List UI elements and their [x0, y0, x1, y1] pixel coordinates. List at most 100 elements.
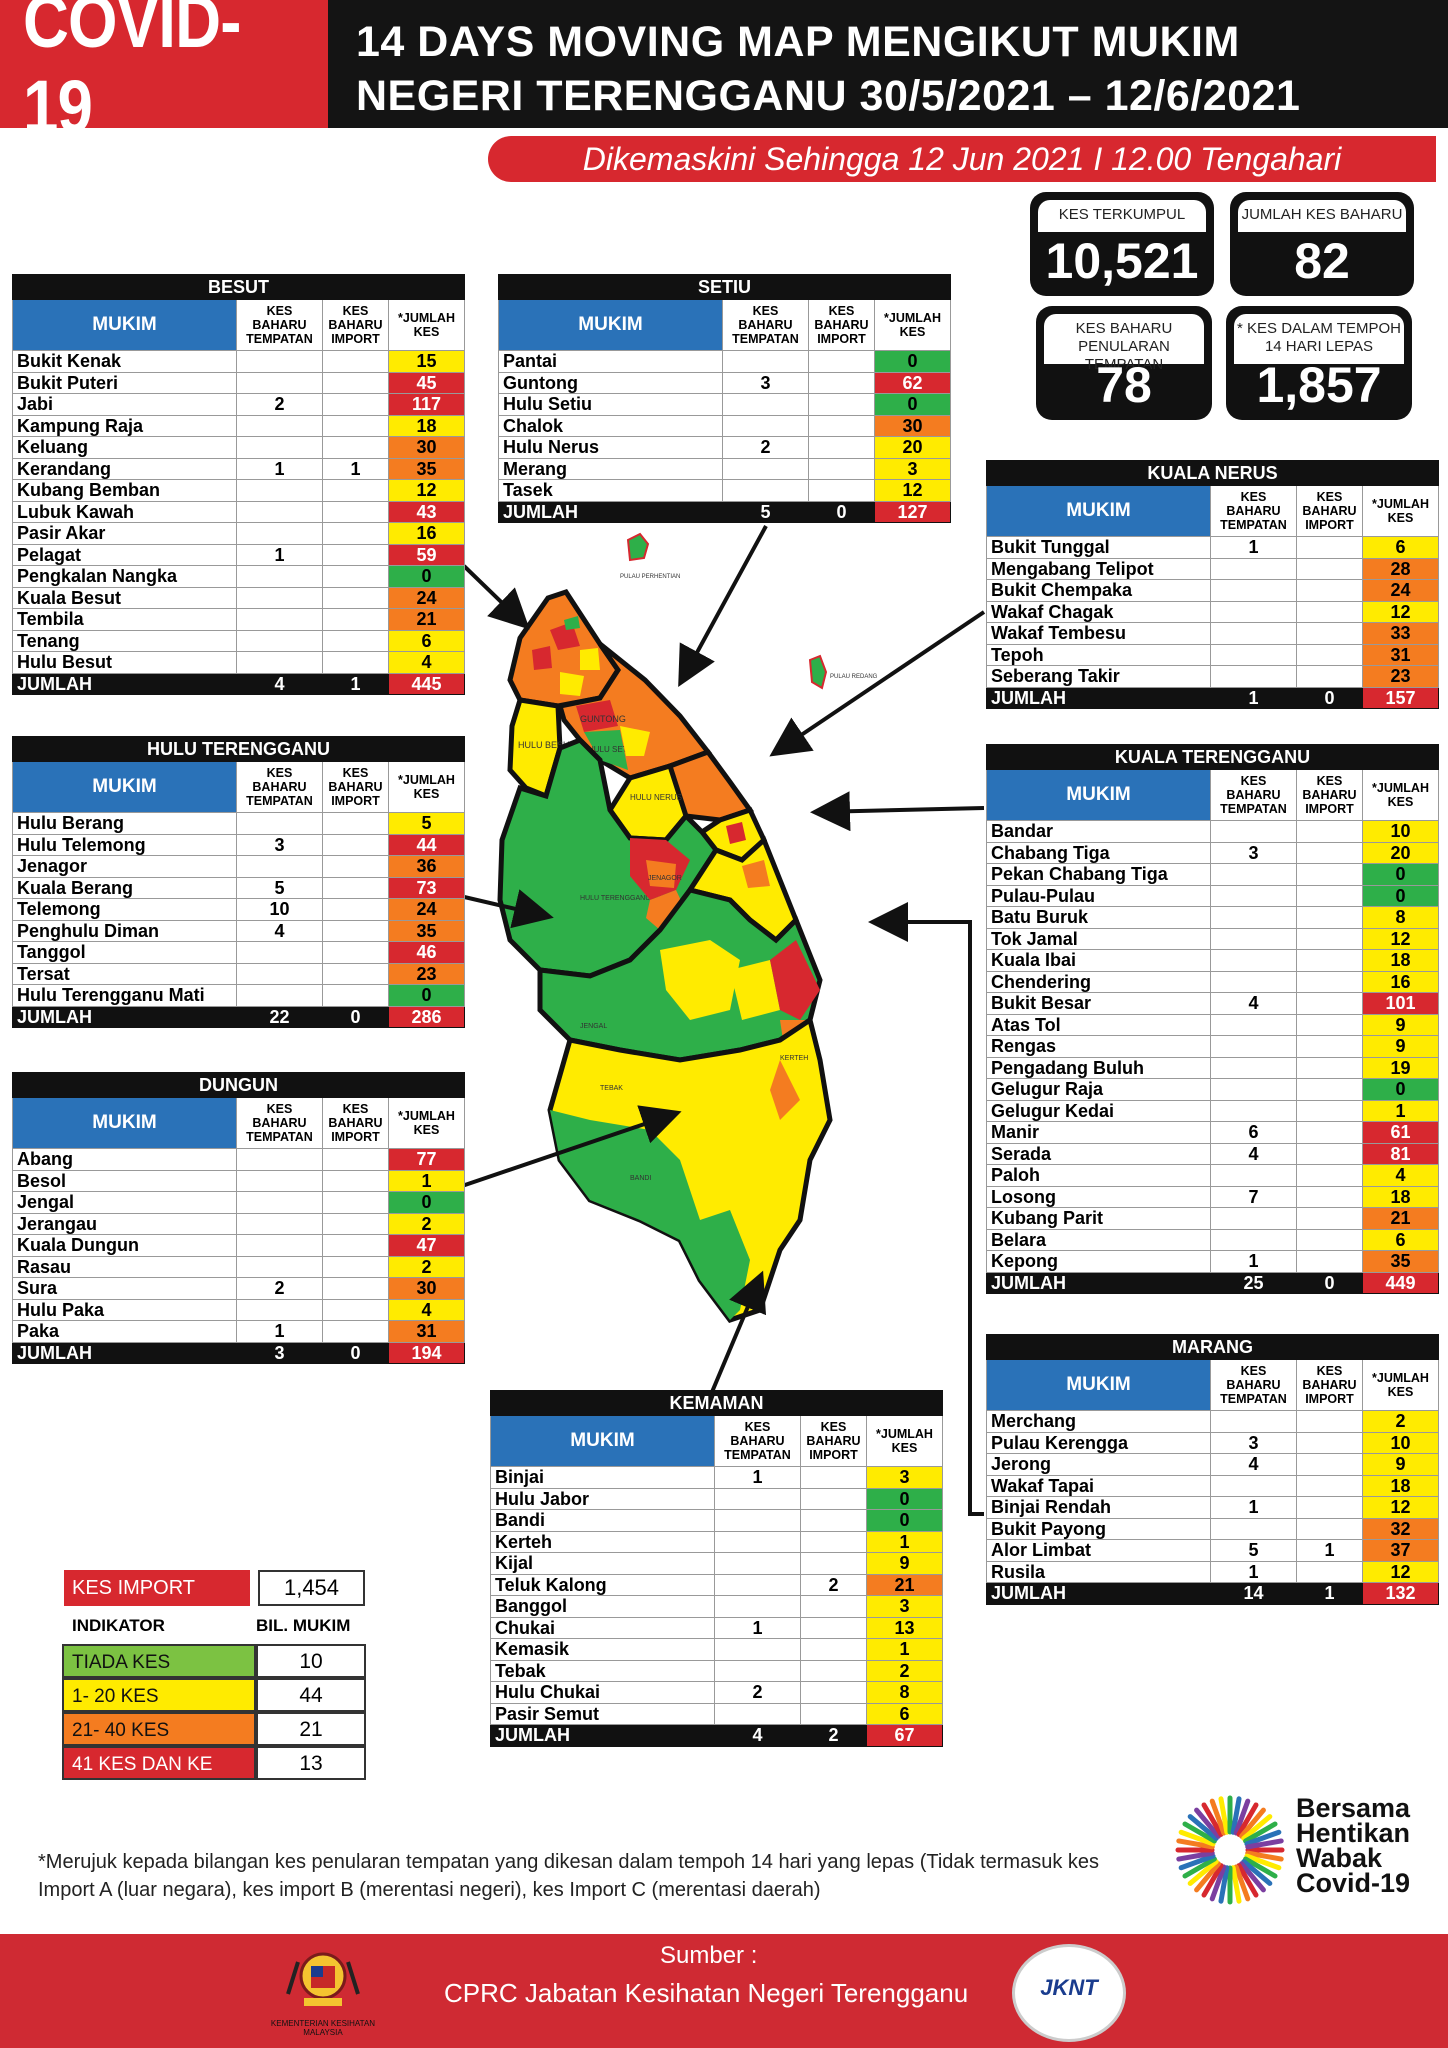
- legend-count: 10: [256, 1644, 366, 1678]
- table-title: DUNGUN: [12, 1072, 465, 1098]
- legend-import: KES IMPORT 1,454: [64, 1570, 365, 1606]
- jumlah-kes: 21: [1361, 1207, 1440, 1230]
- kes-import: [1296, 1474, 1363, 1497]
- kes-tempatan: 1: [236, 1320, 323, 1343]
- table-row: Kampung Raja 18: [12, 414, 466, 437]
- mukim-name: Pulau Kerengga: [986, 1431, 1211, 1454]
- kes-tempatan: [1210, 1474, 1297, 1497]
- jumlah-kes: 24: [1361, 579, 1440, 602]
- mukim-name: Pasir Semut: [490, 1702, 715, 1725]
- table-row: Pasir Akar 16: [12, 522, 466, 545]
- jumlah-kes: 47: [388, 1234, 465, 1257]
- kes-import: [322, 1169, 389, 1192]
- total-label: JUMLAH: [986, 1582, 1211, 1605]
- table-row: Teluk Kalong 2 21: [490, 1573, 943, 1596]
- kes-import: [800, 1530, 867, 1553]
- header-mukim: MUKIM: [12, 299, 237, 351]
- kes-import: [800, 1509, 867, 1532]
- mukim-name: Kubang Bemban: [12, 479, 237, 502]
- table-row: Sura 2 30: [12, 1277, 465, 1300]
- kes-import: [322, 629, 389, 652]
- mukim-name: Binjai: [490, 1466, 715, 1489]
- kes-import: [800, 1466, 867, 1489]
- table-row: Jenagor 36: [12, 855, 465, 878]
- logo-ray: [1243, 1856, 1278, 1879]
- kes-tempatan: [1210, 665, 1297, 688]
- table-header-row: MUKIM KES BAHARU TEMPATAN KES BAHARU IMPOR…: [986, 1359, 1439, 1411]
- table-row: Kubang Parit 21: [986, 1207, 1440, 1230]
- mukim-name: Tenang: [12, 629, 237, 652]
- kes-import: [1296, 1056, 1363, 1079]
- jumlah-kes: 21: [866, 1573, 943, 1596]
- updated-ribbon: Dikemaskini Sehingga 12 Jun 2021 I 12.00…: [488, 136, 1436, 182]
- logo-ray: [1209, 1798, 1227, 1836]
- mukim-name: Lubuk Kawah: [12, 500, 237, 523]
- jumlah-kes: 0: [873, 350, 952, 373]
- table-title: HULU TERENGGANU: [12, 736, 465, 762]
- header-jumlah: *JUMLAH KES: [1361, 485, 1440, 537]
- kes-tempatan: 4: [236, 919, 323, 942]
- mukim-name: Jerong: [986, 1453, 1211, 1476]
- mukim-name: Paka: [12, 1320, 237, 1343]
- total-label: JUMLAH: [12, 1005, 237, 1028]
- kes-tempatan: 2: [236, 393, 323, 416]
- kes-import: [1296, 1228, 1363, 1251]
- mukim-name: Pengadang Buluh: [986, 1056, 1211, 1079]
- kes-tempatan: [236, 1212, 323, 1235]
- mukim-name: Tasek: [498, 479, 723, 502]
- header-tempatan: KES BAHARU TEMPATAN: [1210, 1359, 1297, 1411]
- terengganu-map: PULAU PERHENTIAN PULAU REDANG HULU BESUT…: [497, 532, 878, 1323]
- kes-tempatan: [1210, 557, 1297, 580]
- total-label: JUMLAH: [986, 686, 1211, 709]
- table-setiu: SETIU MUKIM KES BAHARU TEMPATAN KES BAHARU …: [497, 274, 952, 523]
- footer-bar: [0, 1934, 1448, 2048]
- jumlah-kes: 12: [1361, 600, 1440, 623]
- mukim-name: Pulau-Pulau: [986, 884, 1211, 907]
- total-import: 0: [322, 1005, 389, 1028]
- kes-import: [800, 1681, 867, 1704]
- table-total-row: JUMLAH 5 0 127: [498, 500, 952, 523]
- legend-count: 13: [256, 1746, 366, 1780]
- mukim-name: Paloh: [986, 1164, 1211, 1187]
- table-header-row: MUKIM KES BAHARU TEMPATAN KES BAHARU IMPOR…: [986, 769, 1440, 821]
- table-row: Losong 7 18: [986, 1185, 1440, 1208]
- kes-tempatan: 4: [1210, 1453, 1297, 1476]
- mukim-name: Pantai: [498, 350, 723, 373]
- jumlah-kes: 3: [873, 457, 952, 480]
- legend-rows: TIADA KES 10 1- 20 KES 44 21- 40 KES 21 41 KES…: [62, 1644, 366, 1809]
- kes-tempatan: [236, 371, 323, 394]
- table-row: Binjai Rendah 1 12: [986, 1496, 1439, 1519]
- table-row: Hulu Telemong 3 44: [12, 833, 465, 856]
- mukim-name: Hulu Nerus: [498, 436, 723, 459]
- table-row: Wakaf Chagak 12: [986, 600, 1440, 623]
- kes-import: [800, 1616, 867, 1639]
- kes-tempatan: [1210, 1207, 1297, 1230]
- jumlah-kes: 59: [387, 543, 466, 566]
- table-row: Kerteh 1: [490, 1530, 943, 1553]
- kes-tempatan: [236, 522, 323, 545]
- table-row: Paloh 4: [986, 1164, 1440, 1187]
- header-import: KES BAHARU IMPORT: [322, 761, 389, 813]
- kes-tempatan: [722, 350, 809, 373]
- table-row: Jengal 0: [12, 1191, 465, 1214]
- logo-ray: [1241, 1814, 1273, 1841]
- kes-import: [322, 941, 389, 964]
- kes-tempatan: 4: [1210, 992, 1297, 1015]
- kes-import: [322, 651, 389, 674]
- kes-import: [800, 1702, 867, 1725]
- total-tempatan: 25: [1210, 1271, 1297, 1294]
- kes-tempatan: [1210, 1056, 1297, 1079]
- total-jumlah: 286: [388, 1005, 465, 1028]
- mukim-name: Kubang Parit: [986, 1207, 1211, 1230]
- logo-ray: [1178, 1853, 1216, 1871]
- kes-import: 1: [322, 457, 389, 480]
- legend-import-value: 1,454: [258, 1570, 365, 1606]
- mukim-name: Bukit Puteri: [12, 371, 237, 394]
- jumlah-kes: 4: [387, 651, 466, 674]
- table-row: Rasau 2: [12, 1255, 465, 1278]
- total-jumlah: 127: [873, 500, 952, 523]
- mukim-name: Merang: [498, 457, 723, 480]
- mukim-name: Kampung Raja: [12, 414, 237, 437]
- mukim-name: Kuala Berang: [12, 876, 237, 899]
- jumlah-kes: 16: [387, 522, 466, 545]
